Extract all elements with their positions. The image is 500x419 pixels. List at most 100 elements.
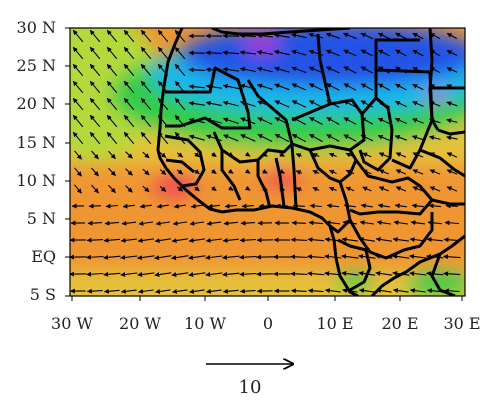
wind-vector xyxy=(106,46,118,60)
wind-vector xyxy=(239,254,257,260)
wind-vector xyxy=(377,49,390,57)
wind-vector xyxy=(89,114,101,128)
wind-vector xyxy=(205,84,222,89)
wind-vector xyxy=(411,135,424,141)
wind-vector xyxy=(188,134,205,141)
wind-vector xyxy=(240,117,256,125)
wind-vector xyxy=(106,97,118,111)
wind-vector xyxy=(139,203,152,209)
wind-vector xyxy=(295,153,303,158)
wind-vector xyxy=(290,237,308,243)
border-niger xyxy=(291,98,366,152)
wind-vector xyxy=(375,237,392,242)
wind-vector xyxy=(429,101,441,107)
wind-vector xyxy=(412,152,424,158)
wind-vector xyxy=(290,254,308,260)
lat-label-25n: 25 N xyxy=(17,56,56,75)
wind-vector xyxy=(326,117,340,125)
wind-vector xyxy=(188,272,206,278)
wind-vector xyxy=(222,271,240,277)
wind-vector xyxy=(106,114,118,128)
wind-vector xyxy=(429,84,441,90)
wind-vector xyxy=(359,288,375,293)
wind-vector xyxy=(377,100,390,108)
wind-vector xyxy=(159,169,167,175)
wind-vector xyxy=(239,66,256,73)
wind-vector xyxy=(279,152,285,157)
wind-vector xyxy=(140,114,152,128)
wind-vector xyxy=(239,288,256,294)
wind-vector xyxy=(377,117,391,125)
wind-vector xyxy=(89,29,101,43)
lat-label-10n: 10 N xyxy=(17,171,56,190)
wind-vector xyxy=(295,170,303,175)
wind-vector xyxy=(429,32,441,40)
wind-vector xyxy=(222,100,239,107)
wind-vector xyxy=(174,80,186,94)
wind-vector xyxy=(307,237,325,243)
wind-vector xyxy=(228,151,234,157)
wind-vector xyxy=(262,168,268,174)
wind-vector xyxy=(239,271,257,277)
wind-vector xyxy=(205,237,222,243)
wind-vector xyxy=(291,220,307,226)
border-angola xyxy=(337,238,372,292)
wind-vector xyxy=(121,220,137,226)
wind-vector xyxy=(446,50,458,56)
wind-vector xyxy=(429,169,441,175)
wind-vector xyxy=(123,63,135,77)
wind-vector xyxy=(377,203,390,209)
wind-vector xyxy=(444,220,460,226)
wind-vector xyxy=(211,186,217,192)
wind-vector xyxy=(125,168,133,176)
wind-vector xyxy=(446,118,458,124)
wind-vector xyxy=(205,117,222,124)
wind-vector xyxy=(446,186,458,192)
wind-vector xyxy=(173,203,186,209)
wind-vector xyxy=(446,32,458,40)
wind-vector xyxy=(360,32,374,40)
wind-vector xyxy=(89,131,101,145)
wind-vector xyxy=(377,66,390,74)
wind-vector xyxy=(171,255,189,261)
wind-vector xyxy=(412,118,424,124)
wind-vector xyxy=(392,270,410,276)
wind-vector xyxy=(194,169,200,175)
wind-vector xyxy=(104,220,120,226)
wind-vector xyxy=(123,80,135,94)
wind-vector xyxy=(106,80,118,94)
wind-vector xyxy=(120,237,137,243)
wind-vector xyxy=(72,63,84,77)
wind-vector xyxy=(395,186,407,192)
wind-vector-field xyxy=(70,29,461,294)
wind-vector xyxy=(291,100,307,108)
wind-vector xyxy=(307,271,325,277)
wind-vector xyxy=(429,135,441,141)
wind-vector xyxy=(140,131,152,145)
wind-vector xyxy=(412,101,424,107)
wind-vector xyxy=(426,254,444,260)
wind-vector xyxy=(312,170,320,175)
wind-vector xyxy=(360,203,373,209)
wind-vector xyxy=(222,67,239,72)
wind-vector xyxy=(205,255,223,260)
wind-vector xyxy=(103,237,121,243)
wind-vector xyxy=(140,46,152,60)
wind-vector xyxy=(292,203,305,209)
wind-vector xyxy=(273,49,290,56)
latitude-axis-labels: 30 N 25 N 20 N 15 N 10 N 5 N EQ 5 S xyxy=(17,18,56,304)
lon-label-10w: 10 W xyxy=(184,314,226,333)
wind-vector xyxy=(412,169,424,175)
lat-label-5s: 5 S xyxy=(30,285,56,304)
wind-vector xyxy=(194,152,200,158)
wind-vector xyxy=(443,271,461,277)
wind-vector xyxy=(89,63,101,77)
wind-vector xyxy=(87,220,103,226)
reference-vector-label: 10 xyxy=(239,377,262,398)
wind-vector xyxy=(106,29,118,43)
wind-vector xyxy=(290,271,308,277)
wind-vector xyxy=(138,220,154,226)
wind-vector xyxy=(88,203,101,209)
wind-vector xyxy=(308,100,323,108)
wind-vector xyxy=(326,100,340,108)
